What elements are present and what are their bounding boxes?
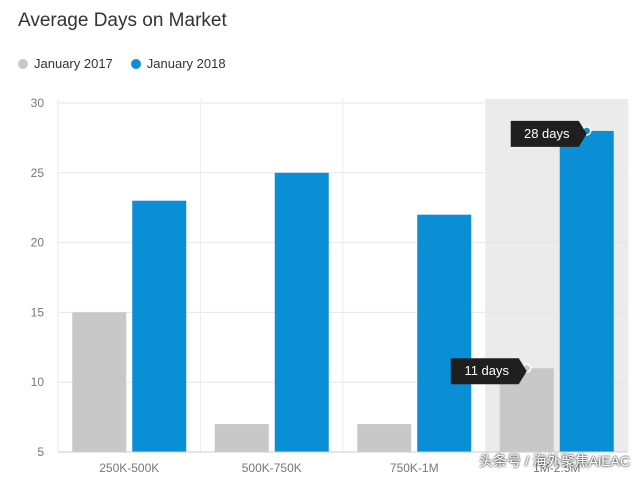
bar-january-2018-2 [417,214,472,452]
x-tick-label-2: 750K-1M [390,461,439,475]
y-tick-label-25: 25 [31,166,45,180]
y-tick-label-30: 30 [31,96,45,110]
tooltip-box-1 [450,358,527,385]
y-tick-label-15: 15 [31,305,45,319]
legend-dot-2017 [18,58,28,69]
tooltip-box-0 [510,120,587,147]
bar-january-2017-1 [214,424,269,452]
chart-title: Average Days on Market [18,10,227,31]
legend-item-2017[interactable]: January 2017 [18,56,113,71]
tooltip-text-0: 28 days [524,126,570,141]
x-tick-label-3: 1M-2.5M [533,461,580,475]
legend: January 2017 January 2018 [18,56,226,71]
bar-january-2018-1 [274,172,329,453]
bar-january-2018-3 [559,130,614,453]
legend-label-2017: January 2017 [34,56,113,71]
x-tick-label-0: 250K-500K [99,461,159,475]
legend-item-2018[interactable]: January 2018 [130,56,226,71]
bar-january-2017-0 [72,312,127,452]
bar-january-2018-0 [132,200,187,452]
watermark-text: 头条号 / 海外聚焦AiEAC [479,453,630,469]
legend-dot-2018 [130,58,141,69]
legend-label-2018: January 2018 [146,56,226,71]
y-tick-label-5: 5 [37,445,44,459]
y-tick-label-10: 10 [31,375,45,389]
tooltip-text-1: 11 days [464,363,509,378]
x-tick-label-1: 500K-750K [242,461,302,475]
y-tick-label-20: 20 [31,236,45,250]
bar-january-2017-2 [357,424,412,452]
